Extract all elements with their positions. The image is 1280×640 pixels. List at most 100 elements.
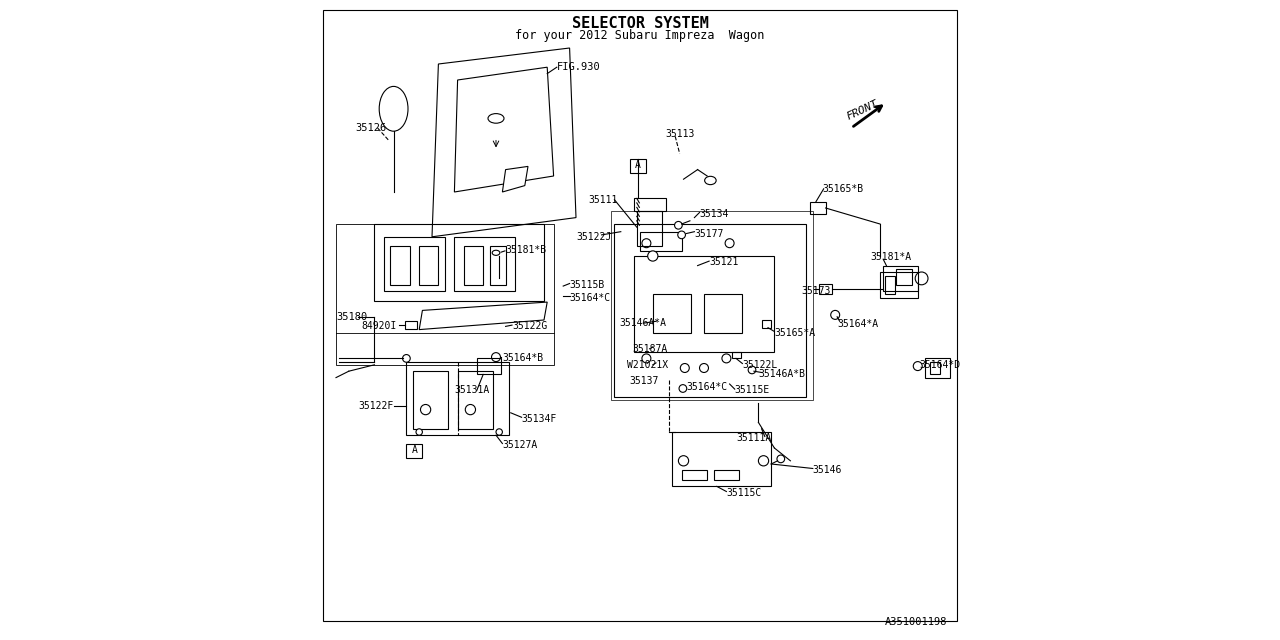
- Bar: [886, 276, 895, 294]
- Circle shape: [678, 231, 686, 239]
- Text: 35115B: 35115B: [570, 280, 605, 290]
- Bar: [637, 211, 663, 246]
- Bar: [732, 352, 741, 358]
- Bar: [374, 224, 544, 301]
- Bar: [384, 237, 445, 291]
- Circle shape: [641, 354, 652, 363]
- Bar: [458, 371, 493, 429]
- Bar: [390, 246, 410, 285]
- Ellipse shape: [493, 250, 499, 255]
- Text: for your 2012 Subaru Impreza  Wagon: for your 2012 Subaru Impreza Wagon: [516, 29, 764, 42]
- Polygon shape: [420, 302, 548, 330]
- Polygon shape: [433, 48, 576, 237]
- Circle shape: [831, 310, 840, 319]
- Text: 35164*C: 35164*C: [686, 382, 727, 392]
- Text: 35111A: 35111A: [736, 433, 772, 444]
- Text: 35121: 35121: [709, 257, 739, 268]
- Ellipse shape: [488, 114, 504, 123]
- Circle shape: [915, 272, 928, 285]
- Circle shape: [420, 404, 430, 415]
- Text: 35146A*B: 35146A*B: [759, 369, 805, 380]
- Circle shape: [641, 239, 652, 248]
- Bar: [881, 272, 919, 298]
- Text: 35122F: 35122F: [358, 401, 394, 412]
- Polygon shape: [502, 166, 529, 192]
- Bar: [404, 321, 417, 329]
- Circle shape: [492, 353, 500, 362]
- Text: 35134: 35134: [699, 209, 728, 220]
- Bar: [819, 284, 832, 294]
- Circle shape: [497, 429, 503, 435]
- Bar: [465, 246, 484, 285]
- Bar: [634, 198, 666, 211]
- Text: 35173: 35173: [801, 286, 831, 296]
- Circle shape: [724, 239, 735, 248]
- Bar: [883, 266, 919, 291]
- Text: A351001198: A351001198: [884, 617, 947, 627]
- Bar: [407, 362, 509, 435]
- Text: 35134F: 35134F: [522, 414, 557, 424]
- Text: 35146A*A: 35146A*A: [620, 318, 667, 328]
- Text: SELECTOR SYSTEM: SELECTOR SYSTEM: [572, 16, 708, 31]
- Text: 35181*A: 35181*A: [870, 252, 911, 262]
- Bar: [653, 294, 691, 333]
- Bar: [407, 444, 422, 458]
- Circle shape: [678, 456, 689, 466]
- Bar: [335, 224, 554, 365]
- Circle shape: [699, 364, 709, 372]
- Circle shape: [748, 366, 755, 374]
- Text: 35181*B: 35181*B: [506, 244, 547, 255]
- Circle shape: [416, 429, 422, 435]
- Bar: [681, 470, 707, 480]
- Text: A: A: [635, 160, 641, 170]
- Text: W21021X: W21021X: [627, 360, 668, 370]
- Text: 35122L: 35122L: [742, 360, 778, 370]
- Circle shape: [777, 455, 785, 463]
- Text: 35113: 35113: [666, 129, 695, 140]
- Text: FRONT: FRONT: [845, 99, 879, 122]
- Circle shape: [466, 404, 476, 415]
- Bar: [672, 432, 771, 486]
- Polygon shape: [614, 224, 806, 397]
- Text: 35127A: 35127A: [502, 440, 538, 450]
- Bar: [490, 246, 506, 285]
- Bar: [477, 358, 502, 374]
- Text: 35164*B: 35164*B: [502, 353, 544, 364]
- Bar: [420, 246, 438, 285]
- Text: 35164*A: 35164*A: [837, 319, 878, 330]
- Bar: [762, 320, 771, 328]
- Bar: [630, 159, 646, 173]
- Bar: [704, 294, 742, 333]
- Text: A: A: [411, 445, 417, 455]
- Bar: [924, 358, 950, 378]
- Bar: [634, 256, 774, 352]
- Text: 35164*C: 35164*C: [570, 292, 611, 303]
- Circle shape: [675, 221, 682, 229]
- Bar: [612, 211, 813, 400]
- Bar: [896, 269, 911, 285]
- Ellipse shape: [704, 177, 717, 185]
- Text: 35122J: 35122J: [576, 232, 612, 242]
- Text: 35137: 35137: [630, 376, 658, 386]
- Text: 35126: 35126: [356, 123, 387, 133]
- Text: 35164*D: 35164*D: [920, 360, 961, 370]
- Text: 35146: 35146: [813, 465, 842, 476]
- Circle shape: [402, 355, 410, 362]
- Bar: [454, 237, 515, 291]
- Circle shape: [678, 385, 687, 392]
- Text: 35111: 35111: [589, 195, 618, 205]
- Circle shape: [722, 354, 731, 363]
- Circle shape: [758, 456, 768, 466]
- Text: FIG.930: FIG.930: [557, 62, 600, 72]
- Circle shape: [648, 251, 658, 261]
- Bar: [810, 202, 826, 214]
- Text: 84920I: 84920I: [362, 321, 397, 332]
- Circle shape: [914, 362, 922, 371]
- Text: 35115C: 35115C: [727, 488, 762, 498]
- Ellipse shape: [379, 86, 408, 131]
- Bar: [929, 362, 940, 374]
- Bar: [412, 371, 448, 429]
- Text: 35131A: 35131A: [454, 385, 490, 396]
- Circle shape: [681, 364, 689, 372]
- Text: 35115E: 35115E: [735, 385, 771, 396]
